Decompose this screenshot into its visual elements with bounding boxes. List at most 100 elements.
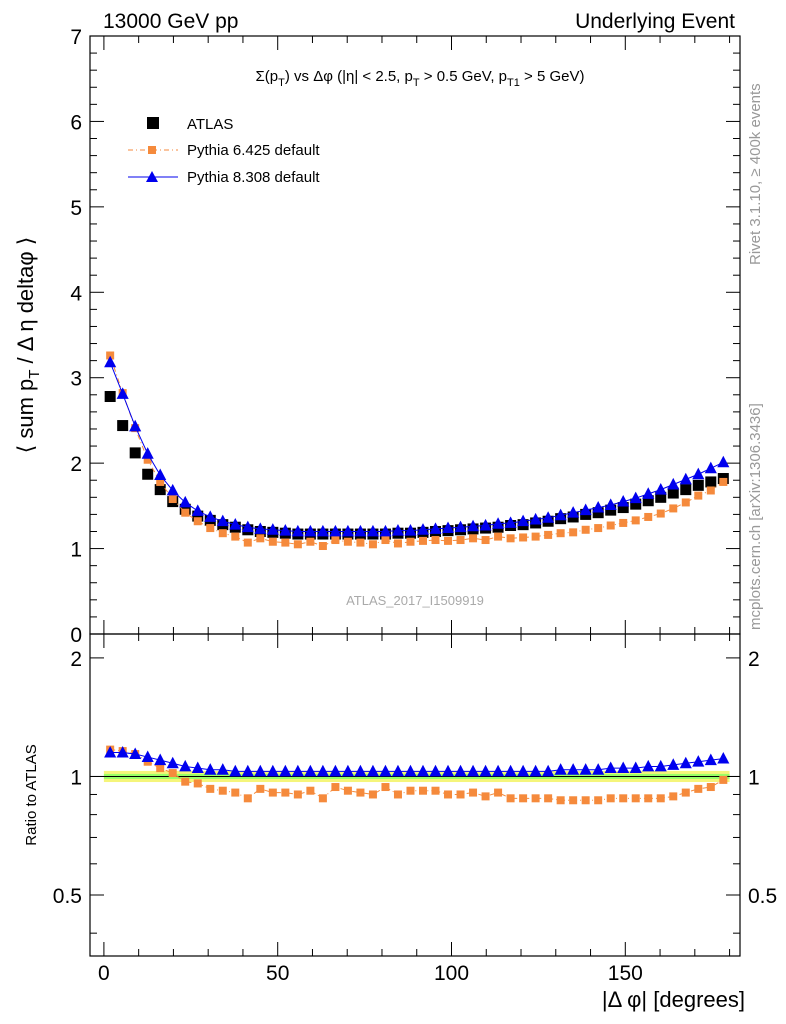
data-point [181,777,190,786]
data-point [506,534,515,543]
data-point [604,761,617,774]
data-point [719,477,728,486]
data-point [191,761,204,774]
data-point [592,763,605,775]
main-ytick-label: 7 [70,26,82,49]
data-point [469,788,478,797]
data-point [519,533,528,542]
data-point [254,522,267,534]
data-point [218,786,227,795]
data-point [206,524,215,533]
data-point [304,524,317,537]
data-point [517,764,530,777]
data-point [354,524,367,537]
data-point [391,764,405,777]
data-point [142,468,154,480]
data-point [581,525,590,534]
legend: ATLAS Pythia 6.425 default Pythia 8.308 … [128,116,320,186]
data-point [291,764,304,777]
data-point [441,764,455,777]
data-point [694,784,703,793]
data-point [655,491,667,503]
data-point [669,792,678,801]
data-point [617,761,630,774]
main-ytick-label: 3 [70,368,82,391]
data-point [441,521,455,534]
header-right: Underlying Event [575,10,735,33]
ratio-y-label: Ratio to ATLAS [23,744,40,845]
data-point [193,779,202,788]
rivet-label: Rivet 3.1.10, ≥ 400k events [747,83,764,265]
legend-pythia6-label: Pythia 6.425 default [187,142,320,159]
main-tick-labels: 0 1 2 3 4 5 6 7 [70,26,82,647]
data-point [254,764,267,777]
data-point [617,494,630,507]
legend-atlas-label: ATLAS [187,116,233,133]
data-point [391,524,405,536]
data-point [656,509,665,518]
data-point [279,524,292,536]
data-point [456,536,465,545]
data-point [567,763,580,775]
data-point [406,786,415,795]
data-point [469,534,478,543]
data-point [304,764,317,777]
data-point [366,764,379,777]
data-point [379,764,392,777]
data-point [617,502,629,514]
data-point [569,796,578,805]
ratio-panel: 0.5 0.5 1 1 2 2 0 50 100 150 [53,633,777,985]
data-point [654,759,667,772]
data-point [204,763,217,775]
data-point [191,504,204,516]
analysis-watermark: ATLAS_2017_I1509919 [346,593,484,608]
data-point [192,510,204,522]
data-point [654,483,667,495]
mcplots-label: mcplots.cern.ch [arXiv:1306.3436] [747,403,764,630]
data-point [193,517,202,526]
data-point [429,522,442,534]
data-point [416,764,430,777]
data-point [266,523,279,535]
data-point [329,764,342,777]
data-point [529,512,542,525]
data-point [291,524,304,537]
data-point [381,783,390,792]
data-point [466,764,480,777]
data-point [416,523,430,535]
data-point [479,518,492,531]
main-panel: 0 1 2 3 4 5 6 7 Σ(pT) vs Δφ (|η| < 2.5, pT > 0.… [70,26,741,647]
data-point [619,518,628,527]
data-point [544,794,553,803]
data-point [129,419,142,432]
main-ytick-label: 5 [70,197,82,220]
data-point [154,753,167,766]
data-point [579,763,592,775]
data-point [479,764,492,777]
data-point [316,764,329,777]
data-point [669,504,678,513]
data-point [542,764,555,777]
data-point [494,532,503,541]
data-point [204,510,217,522]
xtick-label: 100 [434,962,469,985]
data-point [504,764,517,777]
data-point [316,524,329,537]
ratio-ytick-label-left: 1 [70,766,82,789]
main-y-label: ⟨ sum pT / Δ η deltaφ ⟩ [13,237,43,454]
ratio-ticks [90,634,740,956]
data-point [454,764,467,777]
main-ytick-label: 2 [70,453,82,476]
data-point [706,783,715,792]
data-point [129,747,142,759]
data-point [681,788,690,797]
data-point [231,532,240,541]
data-point [343,786,352,795]
legend-pythia8-label: Pythia 8.308 default [187,169,320,186]
data-point [717,455,730,468]
data-point [619,794,628,803]
ratio-ytick-label-left: 0.5 [53,885,82,908]
data-point [644,794,653,803]
data-point [406,537,415,546]
data-point [680,484,692,496]
